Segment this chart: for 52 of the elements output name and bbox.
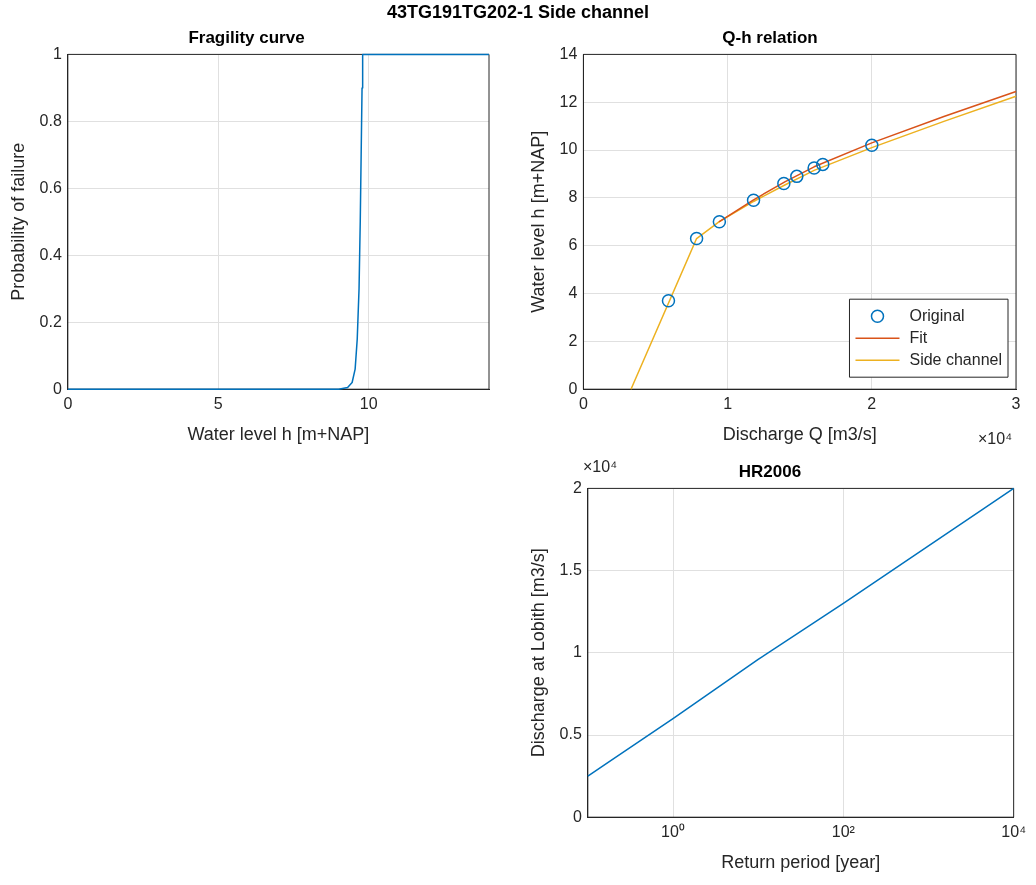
x-tick-label: 3 xyxy=(1011,395,1021,413)
y-tick-label: 0 xyxy=(572,807,582,825)
x-tick-label: 10² xyxy=(831,823,856,841)
x-axis-title: Return period [year] xyxy=(721,852,881,873)
text: ×10⁴ xyxy=(583,458,618,476)
x-tick-label: 5 xyxy=(213,395,223,413)
legend-label: Fit xyxy=(909,328,928,346)
y-tick-label: 0.8 xyxy=(39,111,62,129)
y-tick-label: 8 xyxy=(568,188,578,206)
legend-label: Side channel xyxy=(909,350,1002,368)
y-tick-label: 0.2 xyxy=(39,312,62,330)
y-tick-label: 0 xyxy=(52,379,62,397)
y-tick-label: 14 xyxy=(559,44,578,62)
point xyxy=(661,293,676,308)
y-tick-label: 1 xyxy=(572,643,582,661)
y-tick-label: 1.5 xyxy=(559,561,582,579)
y-axis-title: Discharge at Lobith [m3/s] xyxy=(527,548,548,758)
y-tick-label: 12 xyxy=(559,92,578,110)
legend-label: Original xyxy=(909,306,965,324)
y-axis-title: Water level h [m+NAP] xyxy=(527,130,548,313)
point xyxy=(816,157,830,172)
text: 43TG191TG202-1 Side channel xyxy=(385,2,651,23)
x-axis-title: Discharge Q [m3/s] xyxy=(722,424,877,445)
point xyxy=(865,138,879,153)
chart-title: Q-h relation xyxy=(722,27,818,47)
y-tick-label: 0.5 xyxy=(559,725,582,743)
y-tick-label: 0.4 xyxy=(39,245,62,263)
y-tick-label: 4 xyxy=(568,283,578,301)
chart-title: Fragility curve xyxy=(188,27,305,47)
y-tick-label: 1 xyxy=(52,44,62,62)
point xyxy=(790,169,804,184)
x-tick-label: 1 xyxy=(723,395,733,413)
y-tick-label: 2 xyxy=(572,478,582,496)
x-tick-label: 10⁰ xyxy=(661,823,685,841)
y-axis-title: Probability of failure xyxy=(7,142,28,301)
y-tick-label: 0 xyxy=(568,379,578,397)
x-axis-title: Water level h [m+NAP] xyxy=(187,424,370,445)
x-tick-label: 10 xyxy=(359,395,378,413)
x-tick-label: 2 xyxy=(867,395,877,413)
text: ×10⁴ xyxy=(978,430,1013,448)
chart-title: HR2006 xyxy=(738,461,802,481)
y-tick-label: 2 xyxy=(568,331,578,349)
point xyxy=(746,193,761,208)
y-tick-label: 10 xyxy=(559,140,578,158)
y-tick-label: 6 xyxy=(568,236,578,254)
x-tick-label: 10⁴ xyxy=(1001,823,1027,841)
point xyxy=(689,231,704,246)
x-tick-label: 0 xyxy=(63,395,73,413)
point xyxy=(712,215,727,229)
point xyxy=(807,161,821,175)
point xyxy=(777,176,791,191)
y-tick-label: 0.6 xyxy=(39,178,62,196)
